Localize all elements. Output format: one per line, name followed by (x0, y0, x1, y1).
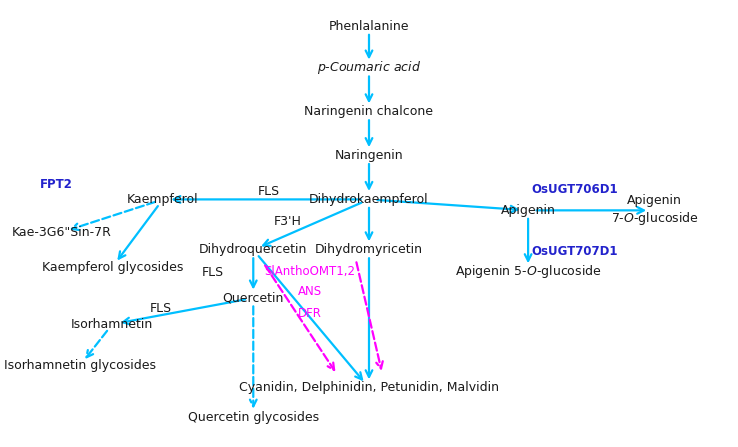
Text: FLS: FLS (150, 303, 172, 316)
Text: Naringenin: Naringenin (335, 149, 403, 162)
Text: $p$-Coumaric acid: $p$-Coumaric acid (317, 59, 421, 76)
Text: Dihydromyricetin: Dihydromyricetin (315, 243, 423, 256)
Text: Kae-3G6"Sin-7R: Kae-3G6"Sin-7R (12, 226, 111, 239)
Text: Naringenin chalcone: Naringenin chalcone (305, 105, 433, 118)
Text: Isorhamnetin glycosides: Isorhamnetin glycosides (4, 359, 156, 372)
Text: Kaempferol: Kaempferol (127, 193, 199, 206)
Text: FLS: FLS (258, 185, 280, 198)
Text: Cyanidin, Delphinidin, Petunidin, Malvidin: Cyanidin, Delphinidin, Petunidin, Malvid… (239, 381, 499, 394)
Text: Phenlalanine: Phenlalanine (328, 20, 410, 33)
Text: Quercetin glycosides: Quercetin glycosides (187, 411, 319, 424)
Text: F3'H: F3'H (274, 215, 302, 228)
Text: Isorhamnetin: Isorhamnetin (71, 318, 154, 331)
Text: Kaempferol glycosides: Kaempferol glycosides (41, 261, 183, 274)
Text: Apigenin 5-$O$-glucoside: Apigenin 5-$O$-glucoside (455, 263, 601, 280)
Text: DFR: DFR (297, 307, 322, 320)
Text: SlAnthoOMT1,2: SlAnthoOMT1,2 (264, 265, 355, 278)
Text: Dihydrokaempferol: Dihydrokaempferol (309, 193, 429, 206)
Text: ANS: ANS (297, 285, 322, 298)
Text: OsUGT706D1: OsUGT706D1 (532, 183, 618, 196)
Text: Quercetin: Quercetin (223, 291, 284, 304)
Text: Apigenin: Apigenin (500, 204, 556, 217)
Text: FLS: FLS (202, 266, 224, 279)
Text: Apigenin
7-$O$-glucoside: Apigenin 7-$O$-glucoside (611, 194, 699, 227)
Text: FPT2: FPT2 (40, 177, 73, 190)
Text: Dihydroquercetin: Dihydroquercetin (199, 243, 308, 256)
Text: OsUGT707D1: OsUGT707D1 (532, 245, 618, 258)
